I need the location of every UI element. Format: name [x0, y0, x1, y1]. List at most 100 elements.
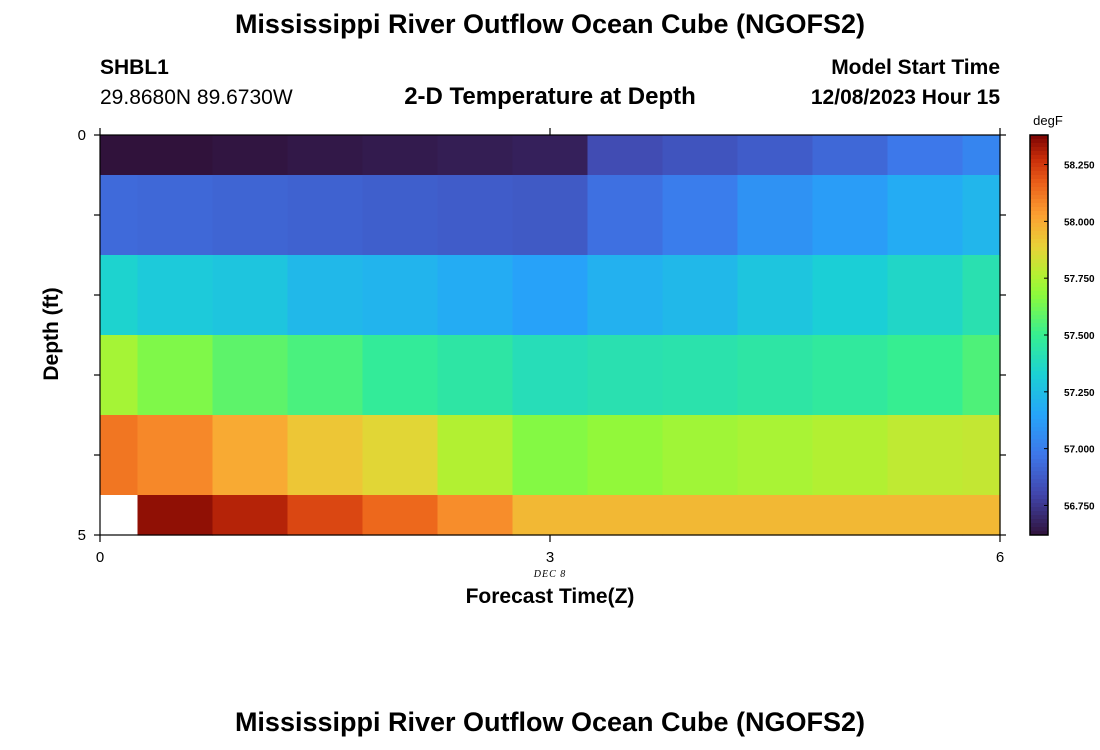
colorbar-segment [1030, 311, 1048, 316]
colorbar-segment [1030, 411, 1048, 416]
colorbar-segment [1030, 151, 1048, 156]
heatmap-cell [662, 135, 739, 176]
heatmap-cell [212, 175, 289, 256]
colorbar-tick-label: 58.250 [1064, 161, 1095, 172]
heatmap-cell [662, 415, 739, 496]
heatmap-cell [362, 495, 439, 536]
colorbar-segment [1030, 239, 1048, 244]
colorbar-segment [1030, 431, 1048, 436]
colorbar-segment [1030, 315, 1048, 320]
colorbar-unit: degF [1033, 113, 1063, 128]
heatmap-cell [587, 495, 664, 536]
heatmap-cell [100, 495, 139, 536]
x-axis-ticks: 0 3 6 [96, 128, 1004, 566]
station-coordinates: 29.8680N 89.6730W [100, 86, 293, 109]
colorbar-segment [1030, 367, 1048, 372]
x-axis-label: Forecast Time(Z) [465, 585, 635, 608]
heatmap-cell [100, 255, 139, 336]
footer-title: Mississippi River Outflow Ocean Cube (NG… [234, 707, 866, 737]
heatmap-cell [287, 495, 364, 536]
colorbar-segment [1030, 307, 1048, 312]
colorbar-segment [1030, 459, 1048, 464]
colorbar-segment [1030, 335, 1048, 340]
colorbar-segment [1030, 515, 1048, 520]
colorbar-segment [1030, 283, 1048, 288]
heatmap-cell [812, 415, 889, 496]
heatmap-cell [662, 335, 739, 416]
colorbar-segment [1030, 247, 1048, 252]
colorbar-segment [1030, 207, 1048, 212]
colorbar-segment [1030, 167, 1048, 172]
heatmap-cell [887, 335, 964, 416]
heatmap-cell [512, 495, 589, 536]
colorbar-tick-label: 57.500 [1064, 331, 1095, 342]
colorbar-segment [1030, 483, 1048, 488]
colorbar-segment [1030, 175, 1048, 180]
colorbar-segment [1030, 179, 1048, 184]
colorbar-segment [1030, 427, 1048, 432]
heatmap-cell [437, 175, 514, 256]
colorbar-segment [1030, 507, 1048, 512]
colorbar-segment [1030, 499, 1048, 504]
plot-subtitle: 2-D Temperature at Depth [404, 83, 696, 110]
colorbar-segment [1030, 191, 1048, 196]
colorbar-segment [1030, 519, 1048, 524]
heatmap-cell [812, 135, 889, 176]
heatmap-cell [587, 415, 664, 496]
colorbar-segment [1030, 263, 1048, 268]
heatmap-cell [887, 415, 964, 496]
colorbar-segment [1030, 287, 1048, 292]
colorbar-segment [1030, 143, 1048, 148]
colorbar-segment [1030, 171, 1048, 176]
colorbar-segment [1030, 271, 1048, 276]
heatmap-cell [437, 255, 514, 336]
heatmap-cell [737, 415, 814, 496]
colorbar-segment [1030, 479, 1048, 484]
heatmap-cell [587, 335, 664, 416]
heatmap-cell [100, 415, 139, 496]
heatmap-cell [737, 495, 814, 536]
heatmap-cell [512, 255, 589, 336]
colorbar-segment [1030, 391, 1048, 396]
heatmap-cell [962, 175, 1001, 256]
heatmap-cell [287, 255, 364, 336]
colorbar-segment [1030, 363, 1048, 368]
colorbar-segment [1030, 255, 1048, 260]
colorbar-segment [1030, 259, 1048, 264]
heatmap-cell [212, 135, 289, 176]
heatmap-cell [362, 175, 439, 256]
colorbar-segment [1030, 463, 1048, 468]
colorbar-segment [1030, 231, 1048, 236]
heatmap-cell [737, 255, 814, 336]
colorbar-segment [1030, 407, 1048, 412]
heatmap-cell [962, 335, 1001, 416]
heatmap-cell [962, 415, 1001, 496]
colorbar-segment [1030, 379, 1048, 384]
heatmap-cell [587, 175, 664, 256]
colorbar-segment [1030, 339, 1048, 344]
colorbar-segment [1030, 155, 1048, 160]
heatmap-cell [362, 135, 439, 176]
x-tick-label: 6 [996, 549, 1004, 566]
heatmap-cell [887, 255, 964, 336]
colorbar-segment [1030, 303, 1048, 308]
colorbar-segment [1030, 351, 1048, 356]
heatmap-cell [887, 175, 964, 256]
heatmap-cell [587, 135, 664, 176]
colorbar-segment [1030, 163, 1048, 168]
colorbar-segment [1030, 195, 1048, 200]
heatmap-cell [137, 335, 214, 416]
colorbar-segment [1030, 419, 1048, 424]
heatmap-cell [137, 175, 214, 256]
colorbar-segment [1030, 387, 1048, 392]
heatmap-cell [437, 415, 514, 496]
heatmap-cell [962, 495, 1001, 536]
colorbar-segment [1030, 523, 1048, 528]
heatmap-cell [887, 135, 964, 176]
heatmap-cell [437, 495, 514, 536]
colorbar-segment [1030, 139, 1048, 144]
heatmap-cell [212, 335, 289, 416]
colorbar-segment [1030, 451, 1048, 456]
y-tick-label: 5 [78, 527, 86, 544]
